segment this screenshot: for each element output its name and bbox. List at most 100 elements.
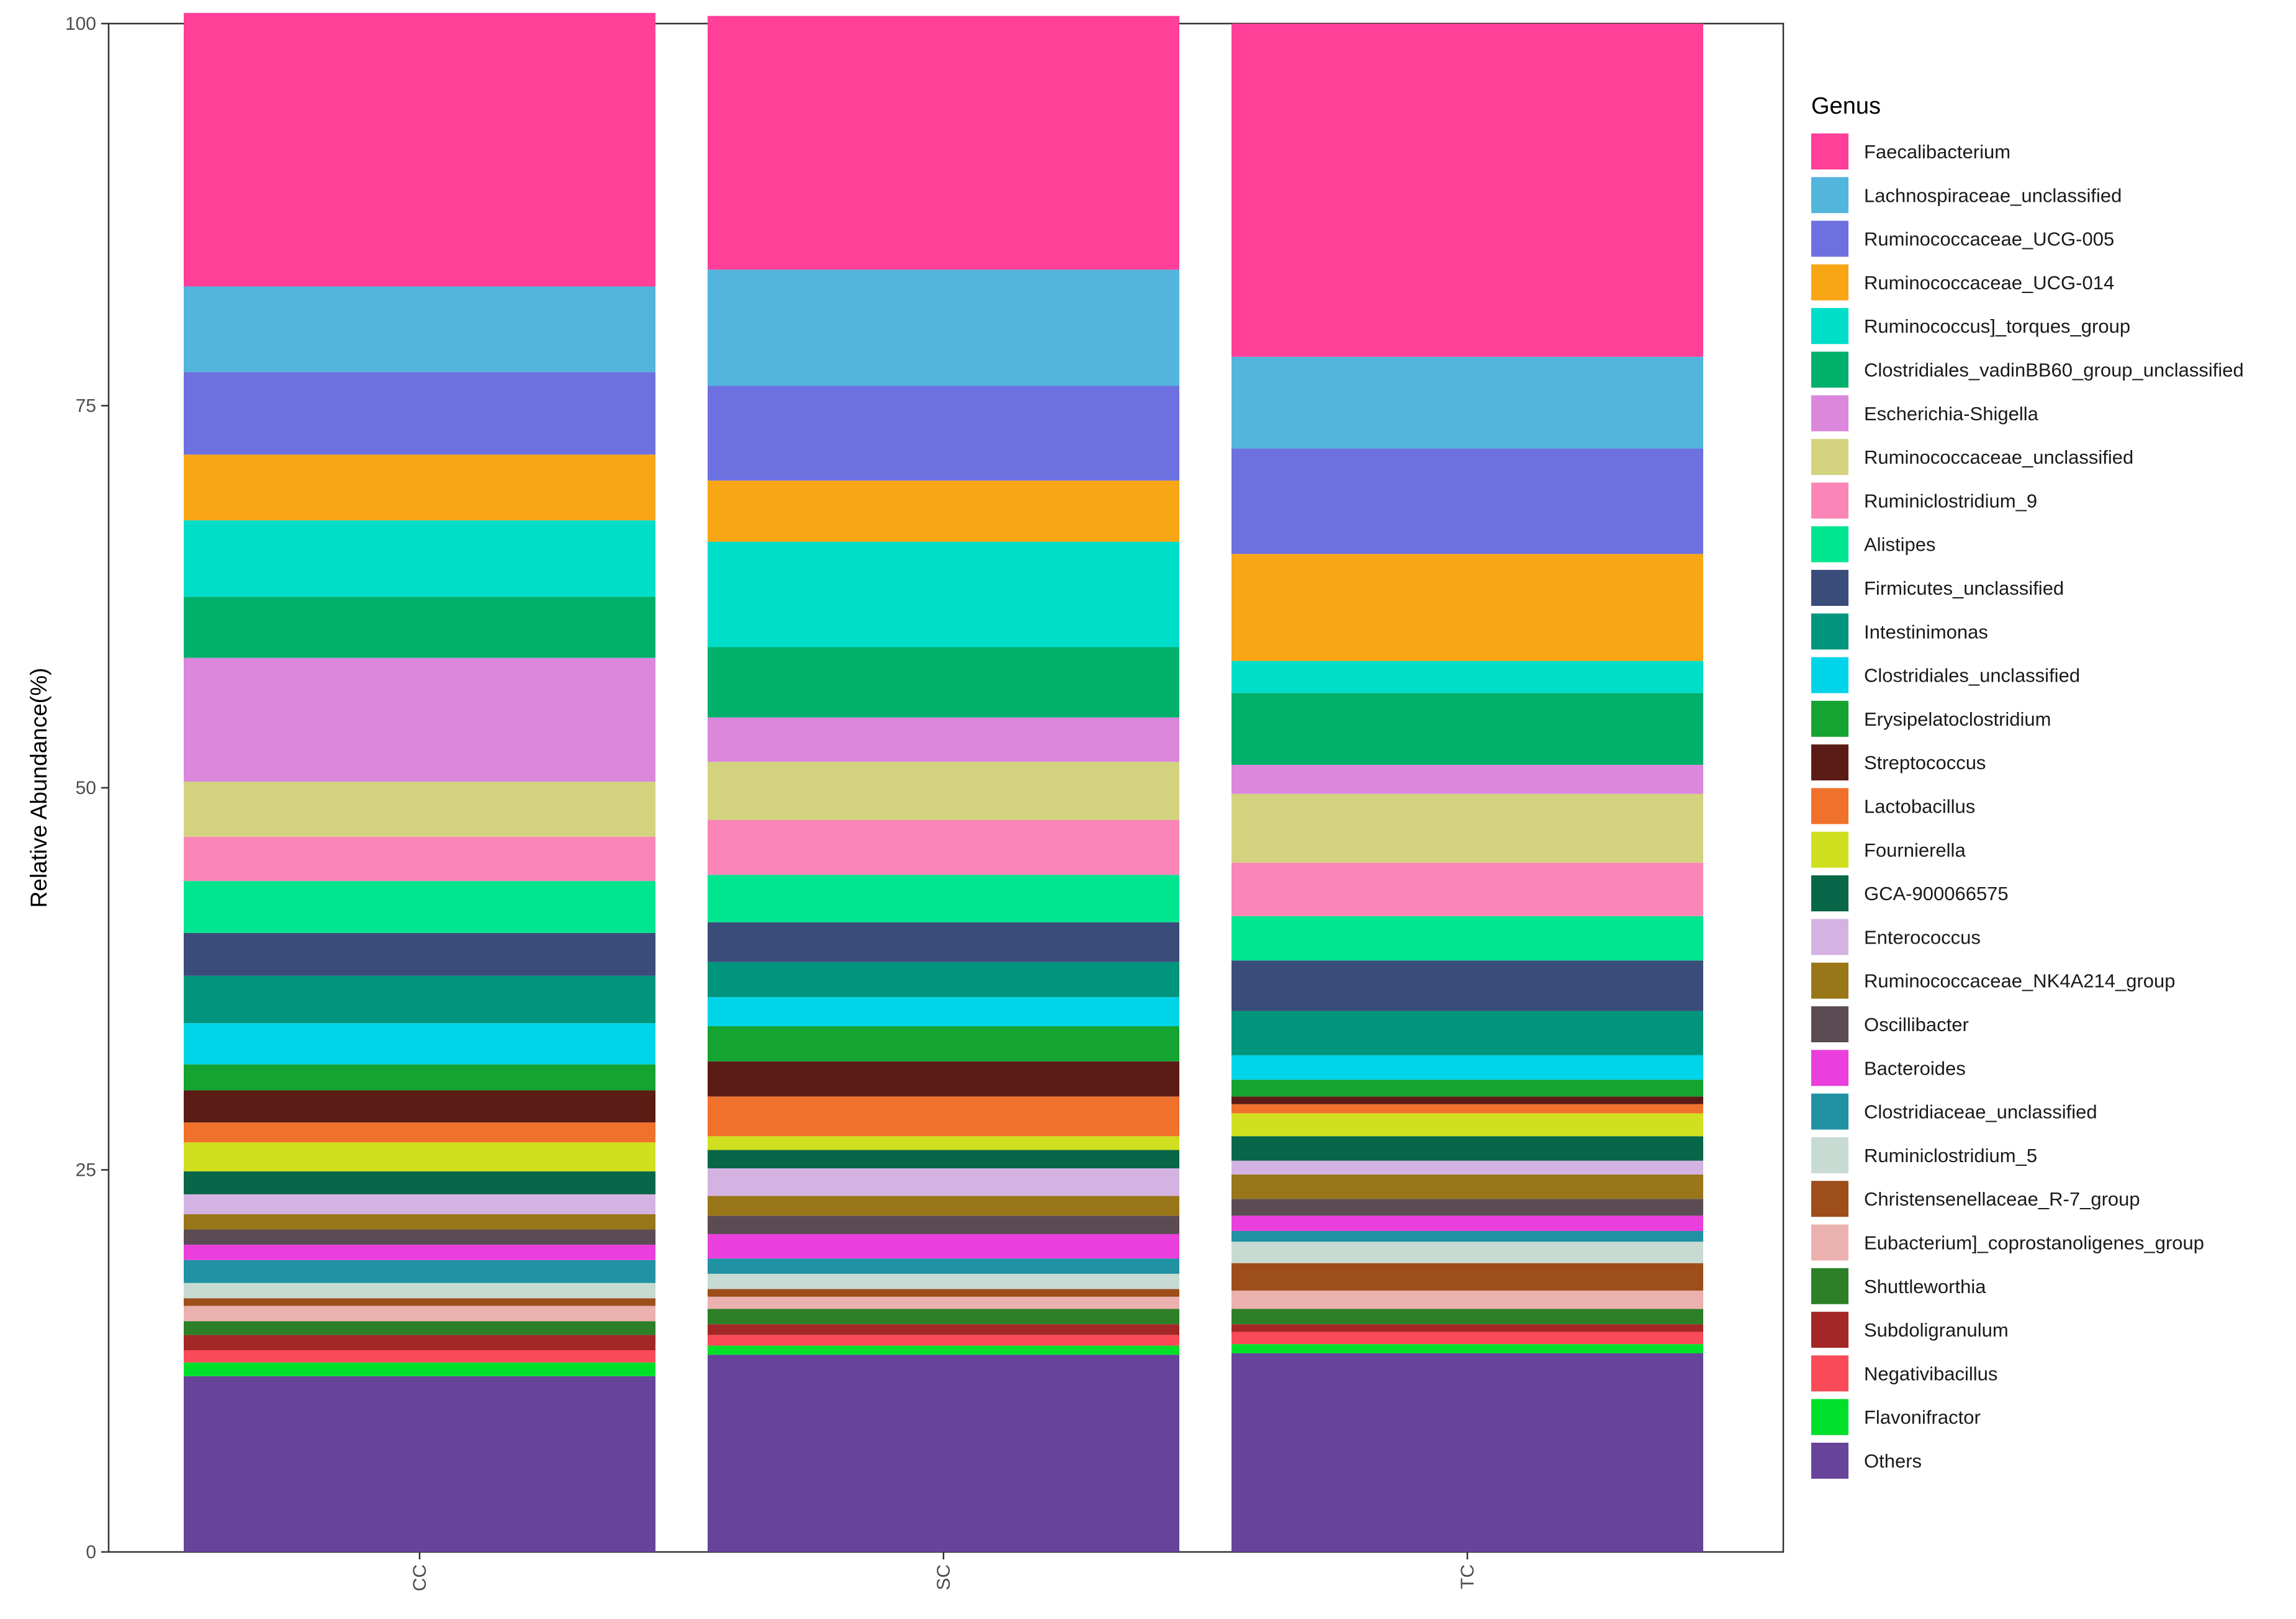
legend-key-intestinimonas — [1811, 613, 1848, 650]
legend-key-ruminococcus-torques-group — [1811, 308, 1848, 345]
legend-label-intestinimonas: Intestinimonas — [1864, 621, 1988, 643]
bar-segment-cc-clostridiales-vadinbb60-group-unclassified — [184, 597, 655, 658]
legend-key-fournierella — [1811, 831, 1848, 868]
bars-layer — [184, 12, 1703, 1552]
legend-label-clostridiales-vadinbb60-group-unclassified: Clostridiales_vadinBB60_group_unclassifi… — [1864, 359, 2244, 381]
bar-segment-cc-clostridiales-unclassified — [184, 1023, 655, 1065]
y-tick-label: 100 — [65, 14, 96, 34]
y-tick-label: 75 — [76, 396, 96, 417]
bar-segment-sc-ruminococcus-torques-group — [708, 541, 1179, 647]
legend-label-enterococcus: Enterococcus — [1864, 926, 1981, 948]
bar-segment-sc-gca-900066575 — [708, 1150, 1179, 1169]
legend-key-alistipes — [1811, 526, 1848, 562]
bar-segment-sc-oscillibacter — [708, 1215, 1179, 1234]
bar-segment-sc-faecalibacterium — [708, 16, 1179, 270]
bar-segment-cc-ruminiclostridium-9 — [184, 836, 655, 882]
bar-segment-cc-lactobacillus — [184, 1122, 655, 1143]
legend-label-shuttleworthia: Shuttleworthia — [1864, 1276, 1986, 1297]
legend-label-oscillibacter: Oscillibacter — [1864, 1014, 1969, 1035]
y-axis-title: Relative Abundance(%) — [26, 668, 52, 908]
bar-segment-cc-ruminococcaceae-nk4a214-group — [184, 1214, 655, 1230]
x-tick-label-cc: CC — [410, 1564, 430, 1591]
bar-segment-cc-others — [184, 1376, 655, 1552]
bar-segment-cc-ruminococcaceae-unclassified — [184, 782, 655, 837]
bar-segment-tc-ruminiclostridium-9 — [1231, 862, 1703, 916]
bar-segment-tc-firmicutes-unclassified — [1231, 960, 1703, 1011]
bar-segment-cc-oscillibacter — [184, 1229, 655, 1245]
y-tick-label: 50 — [76, 778, 96, 798]
bar-segment-sc-negativibacillus — [708, 1335, 1179, 1346]
bar-segment-cc-christensenellaceae-r-7-group — [184, 1298, 655, 1306]
bar-segment-tc-negativibacillus — [1231, 1332, 1703, 1345]
bar-segment-tc-lactobacillus — [1231, 1104, 1703, 1114]
bar-segment-sc-erysipelatoclostridium — [708, 1026, 1179, 1062]
bar-segment-tc-ruminococcaceae-nk4a214-group — [1231, 1174, 1703, 1199]
bar-segment-tc-eubacterium-coprostanoligenes-group — [1231, 1290, 1703, 1309]
bar-segment-sc-shuttleworthia — [708, 1309, 1179, 1325]
bar-segment-sc-ruminococcaceae-unclassified — [708, 762, 1179, 820]
bar-segment-tc-christensenellaceae-r-7-group — [1231, 1263, 1703, 1291]
x-tick-label-sc: SC — [934, 1564, 954, 1590]
bar-segment-tc-ruminococcaceae-ucg-014 — [1231, 554, 1703, 661]
bar-segment-sc-subdoligranulum — [708, 1324, 1179, 1335]
bar-segment-cc-clostridiaceae-unclassified — [184, 1260, 655, 1283]
bar-segment-cc-ruminiclostridium-5 — [184, 1283, 655, 1299]
legend-label-ruminococcaceae-unclassified: Ruminococcaceae_unclassified — [1864, 446, 2133, 468]
bar-segment-tc-intestinimonas — [1231, 1011, 1703, 1055]
bar-segment-tc-clostridiaceae-unclassified — [1231, 1230, 1703, 1242]
bar-segment-tc-streptococcus — [1231, 1096, 1703, 1104]
bar-segment-cc-subdoligranulum — [184, 1335, 655, 1351]
legend-label-eubacterium-coprostanoligenes-group: Eubacterium]_coprostanoligenes_group — [1864, 1232, 2204, 1254]
bar-segment-tc-fournierella — [1231, 1113, 1703, 1137]
bar-segment-tc-oscillibacter — [1231, 1199, 1703, 1216]
bar-segment-tc-subdoligranulum — [1231, 1324, 1703, 1332]
legend-title: Genus — [1811, 93, 1881, 119]
bar-segment-sc-ruminococcaceae-ucg-005 — [708, 386, 1179, 481]
bar-segment-tc-erysipelatoclostridium — [1231, 1080, 1703, 1097]
bar-segment-sc-ruminococcaceae-nk4a214-group — [708, 1196, 1179, 1216]
legend-key-gca-900066575 — [1811, 875, 1848, 912]
legend-key-clostridiales-vadinbb60-group-unclassified — [1811, 351, 1848, 388]
bar-segment-tc-ruminococcus-torques-group — [1231, 661, 1703, 693]
legend-label-ruminiclostridium-9: Ruminiclostridium_9 — [1864, 490, 2037, 512]
legend-key-ruminiclostridium-5 — [1811, 1137, 1848, 1173]
legend-key-ruminococcaceae-ucg-014 — [1811, 264, 1848, 300]
legend-label-ruminococcus-torques-group: Ruminococcus]_torques_group — [1864, 315, 2130, 337]
bar-segment-cc-bacteroides — [184, 1245, 655, 1260]
legend-key-clostridiaceae-unclassified — [1811, 1093, 1848, 1130]
bar-segment-sc-clostridiaceae-unclassified — [708, 1258, 1179, 1274]
x-tick-label-tc: TC — [1457, 1564, 1478, 1589]
bar-segment-cc-intestinimonas — [184, 975, 655, 1024]
bar-segment-cc-faecalibacterium — [184, 12, 655, 287]
bar-segment-cc-firmicutes-unclassified — [184, 932, 655, 976]
bar-segment-tc-flavonifractor — [1231, 1344, 1703, 1353]
bar-segment-cc-erysipelatoclostridium — [184, 1064, 655, 1091]
x-axis: CC SC TC — [410, 1552, 1478, 1591]
bar-segment-tc-alistipes — [1231, 916, 1703, 961]
bar-segment-cc-ruminococcaceae-ucg-014 — [184, 454, 655, 521]
bar-segment-sc-bacteroides — [708, 1233, 1179, 1259]
legend-key-ruminococcaceae-unclassified — [1811, 439, 1848, 476]
bar-segment-sc-alistipes — [708, 875, 1179, 922]
legend-key-eubacterium-coprostanoligenes-group — [1811, 1224, 1848, 1261]
bar-segment-cc-alistipes — [184, 881, 655, 933]
y-tick-label: 25 — [76, 1160, 96, 1181]
bar-segment-sc-escherichia-shigella — [708, 717, 1179, 762]
bar-segment-sc-intestinimonas — [708, 962, 1179, 998]
legend-key-enterococcus — [1811, 919, 1848, 955]
legend-key-christensenellaceae-r-7-group — [1811, 1181, 1848, 1217]
bar-segment-cc-enterococcus — [184, 1194, 655, 1214]
legend-key-flavonifractor — [1811, 1399, 1848, 1435]
bar-segment-sc-enterococcus — [708, 1168, 1179, 1196]
legend-key-faecalibacterium — [1811, 133, 1848, 169]
bar-segment-tc-escherichia-shigella — [1231, 765, 1703, 794]
legend-label-bacteroides: Bacteroides — [1864, 1057, 1966, 1079]
legend-label-firmicutes-unclassified: Firmicutes_unclassified — [1864, 577, 2064, 599]
legend-key-oscillibacter — [1811, 1006, 1848, 1042]
legend-label-alistipes: Alistipes — [1864, 534, 1935, 556]
bar-segment-sc-fournierella — [708, 1136, 1179, 1150]
legend-label-ruminococcaceae-nk4a214-group: Ruminococcaceae_NK4A214_group — [1864, 970, 2176, 992]
legend-label-lachnospiraceae-unclassified: Lachnospiraceae_unclassified — [1864, 184, 2122, 206]
legend-label-clostridiaceae-unclassified: Clostridiaceae_unclassified — [1864, 1101, 2097, 1123]
bar-segment-cc-ruminococcus-torques-group — [184, 520, 655, 597]
